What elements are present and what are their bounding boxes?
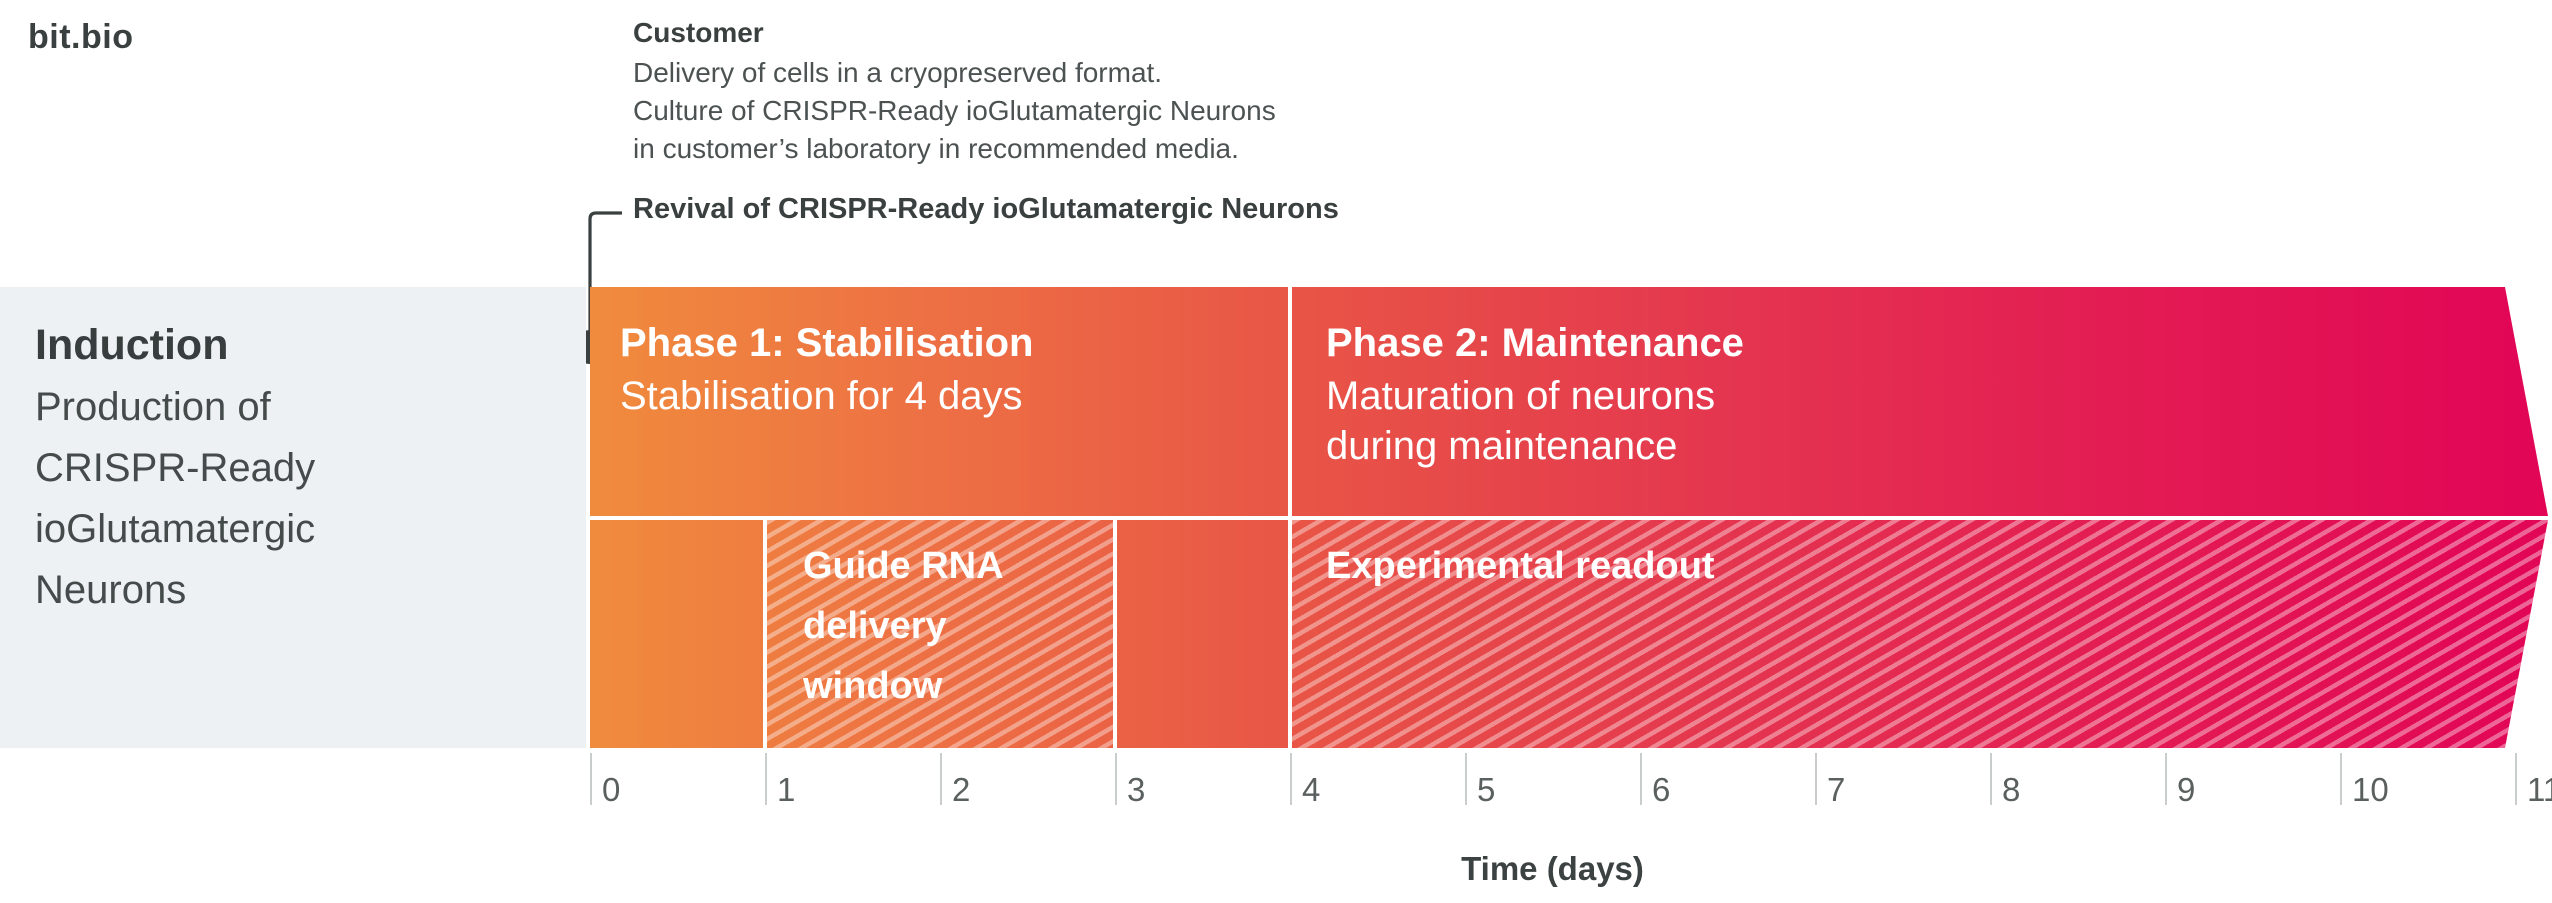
axis-title: Time (days)	[1461, 850, 1644, 887]
guide-rna-line: delivery	[803, 605, 947, 647]
customer-line: Delivery of cells in a cryopreserved for…	[633, 57, 1163, 88]
tick-label: 10	[2352, 771, 2389, 808]
customer-line: in customer’s laboratory in recommended …	[633, 133, 1239, 164]
tick-label: 5	[1477, 771, 1496, 808]
tick-label: 9	[2177, 771, 2196, 808]
experimental-readout-label: Experimental readout	[1326, 545, 1715, 587]
tick-label: 11	[2527, 771, 2552, 808]
induction-stage-panel: Induction Production of CRISPR-Ready ioG…	[0, 287, 586, 748]
tick-mark	[2340, 753, 2342, 805]
phase2-subtitle-line: during maintenance	[1326, 424, 1678, 468]
guide-rna-window-label: Guide RNA delivery window	[803, 536, 1004, 716]
phase-band: Phase 1: Stabilisation Stabilisation for…	[590, 287, 2548, 516]
induction-line: Neurons	[35, 568, 187, 612]
induction-text-block: Induction Production of CRISPR-Ready ioG…	[35, 313, 315, 621]
tick-label: 7	[1827, 771, 1846, 808]
tick-mark	[1115, 753, 1117, 805]
revival-event-label: Revival of CRISPR-Ready ioGlutamatergic …	[633, 193, 1339, 225]
connector-elbow-line	[588, 211, 622, 347]
tick-mark	[1290, 753, 1292, 805]
tick-mark	[1815, 753, 1817, 805]
tick-label: 6	[1652, 771, 1671, 808]
tick-label: 2	[952, 771, 971, 808]
induction-line: ioGlutamatergic	[35, 507, 316, 551]
induction-line: CRISPR-Ready	[35, 446, 316, 490]
customer-line: Culture of CRISPR-Ready ioGlutamatergic …	[633, 95, 1276, 126]
induction-line: Production of	[35, 385, 271, 429]
window-divider-day3	[1113, 520, 1117, 748]
phase2-title: Phase 2: Maintenance	[1326, 321, 1744, 365]
tick-mark	[2515, 753, 2517, 805]
window-divider-day4	[1288, 520, 1292, 748]
tick-label: 1	[777, 771, 796, 808]
bitbio-logo: bit.bio	[28, 18, 134, 56]
customer-heading: Customer	[633, 17, 764, 48]
tick-mark	[2165, 753, 2167, 805]
guide-rna-line: window	[803, 665, 943, 707]
tick-label: 8	[2002, 771, 2021, 808]
tick-mark	[1640, 753, 1642, 805]
guide-rna-window-segment	[767, 520, 1113, 748]
phase1-segment-label: Phase 1: Stabilisation Stabilisation for…	[620, 315, 1033, 421]
experimental-readout-segment	[1292, 520, 2548, 748]
guide-rna-line: Guide RNA	[803, 545, 1004, 587]
time-axis: 0 1 2 3 4 5 6 7 8 9 10 11	[0, 753, 2552, 828]
tick-mark	[1990, 753, 1992, 805]
tick-label: 3	[1127, 771, 1146, 808]
tick-label: 4	[1302, 771, 1321, 808]
tick-label: 0	[602, 771, 621, 808]
tick-mark	[590, 753, 592, 805]
tick-mark	[765, 753, 767, 805]
tick-mark	[1465, 753, 1467, 805]
phase2-subtitle-line: Maturation of neurons	[1326, 374, 1716, 418]
customer-annotation: Customer Delivery of cells in a cryopres…	[633, 12, 1276, 168]
phase-divider-day4	[1288, 287, 1292, 516]
phase1-title: Phase 1: Stabilisation	[620, 321, 1034, 365]
window-band: Guide RNA delivery window Experimental r…	[590, 520, 2548, 748]
induction-heading: Induction	[35, 321, 229, 369]
window-divider-day1	[763, 520, 767, 748]
tick-mark	[940, 753, 942, 805]
phase1-subtitle: Stabilisation for 4 days	[620, 374, 1023, 418]
phase2-segment-label: Phase 2: Maintenance Maturation of neuro…	[1326, 315, 1744, 471]
timeline-banner: Phase 1: Stabilisation Stabilisation for…	[590, 287, 2548, 748]
